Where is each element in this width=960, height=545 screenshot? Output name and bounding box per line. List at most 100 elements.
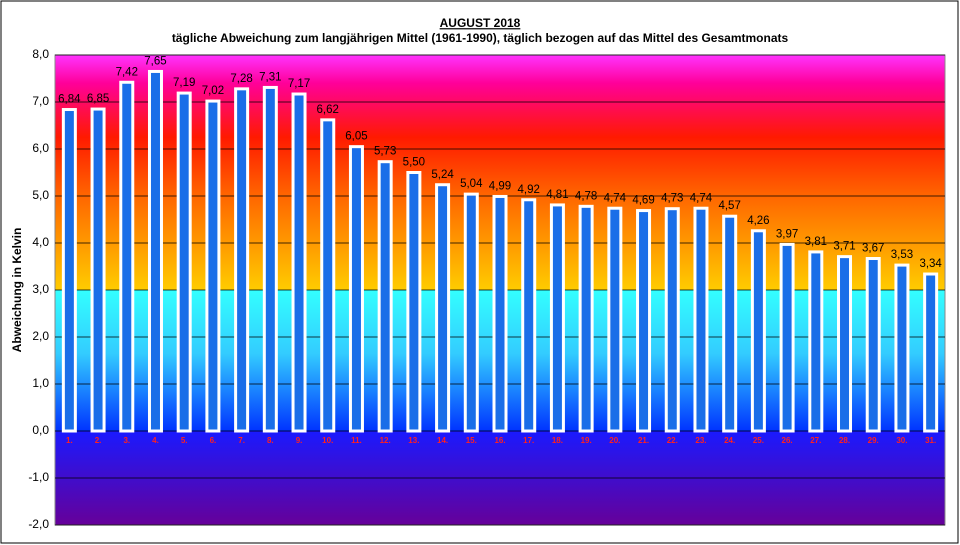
value-label: 3,34 [919,258,942,270]
value-label: 6,62 [317,104,339,116]
y-axis-label: Abweichung in Kelvin [10,228,24,353]
bar [377,160,393,433]
chart-subtitle: tägliche Abweichung zum langjährigen Mit… [172,31,789,45]
y-tick-label: 2,0 [32,329,49,343]
bar [693,206,709,433]
bar [578,204,594,433]
value-label: 3,81 [805,236,827,248]
value-label: 4,69 [632,195,654,207]
y-tick-label: 5,0 [32,188,49,202]
bar [492,194,508,433]
x-tick-label: 8. [267,436,274,445]
bar [147,69,163,433]
value-label: 3,71 [833,241,855,253]
x-tick-label: 24. [724,436,735,445]
x-tick-label: 27. [810,436,821,445]
value-label: 5,04 [460,178,483,190]
x-tick-label: 22. [667,436,678,445]
bar [348,145,364,433]
x-tick-label: 18. [552,436,563,445]
bar [636,209,652,433]
x-tick-label: 19. [581,436,592,445]
bar [722,214,738,433]
bar [549,203,565,433]
x-tick-label: 12. [380,436,391,445]
bar [923,272,939,433]
x-tick-label: 20. [609,436,620,445]
value-label: 6,84 [58,94,81,106]
value-label: 7,19 [173,77,195,89]
x-tick-label: 31. [925,436,936,445]
y-tick-label: 3,0 [32,282,49,296]
value-label: 5,73 [374,146,396,158]
x-tick-label: 2. [95,436,102,445]
bar [176,91,192,433]
x-tick-label: 1. [66,436,73,445]
value-label: 3,67 [862,243,884,255]
value-label: 7,42 [116,66,138,78]
value-label: 3,97 [776,228,798,240]
x-tick-label: 13. [408,436,419,445]
value-label: 4,78 [575,190,597,202]
value-label: 6,05 [345,131,367,143]
value-label: 4,74 [604,192,627,204]
x-tick-label: 23. [695,436,706,445]
value-label: 7,17 [288,78,310,90]
bar [837,255,853,433]
bar [61,108,77,433]
value-label: 4,92 [518,184,540,196]
y-tick-label: 0,0 [32,423,49,437]
x-tick-label: 9. [296,436,303,445]
x-tick-label: 11. [351,436,362,445]
bar [463,192,479,433]
bar [320,118,336,433]
chart-title: AUGUST 2018 [440,16,521,30]
x-tick-label: 21. [638,436,649,445]
bar [808,250,824,433]
y-tick-label: -1,0 [28,470,49,484]
x-tick-label: 26. [782,436,793,445]
x-tick-label: 5. [181,436,188,445]
value-label: 4,73 [661,193,683,205]
y-tick-label: 4,0 [32,235,49,249]
x-tick-label: 3. [123,436,130,445]
x-tick-label: 16. [494,436,505,445]
x-tick-label: 25. [753,436,764,445]
x-tick-label: 6. [210,436,217,445]
value-label: 4,99 [489,181,511,193]
bar [607,206,623,433]
bar [90,107,106,433]
value-label: 4,57 [718,200,740,212]
bar [291,92,307,433]
value-label: 7,28 [230,73,252,85]
bar [894,263,910,433]
y-tick-label: 6,0 [32,141,49,155]
x-tick-label: 15. [466,436,477,445]
value-label: 4,74 [690,192,713,204]
y-tick-label: -2,0 [28,517,49,531]
value-label: 5,50 [403,157,425,169]
bar [750,229,766,433]
x-tick-label: 7. [238,436,245,445]
bar [262,85,278,433]
bar [435,183,451,433]
value-label: 7,31 [259,71,281,83]
bar [521,198,537,433]
x-tick-label: 17. [523,436,534,445]
value-label: 4,26 [747,215,769,227]
value-label: 5,24 [431,169,454,181]
x-tick-label: 14. [437,436,448,445]
value-label: 7,02 [202,85,224,97]
value-label: 4,81 [546,189,568,201]
y-tick-label: 7,0 [32,94,49,108]
bar [406,171,422,433]
value-label: 7,65 [144,55,166,67]
bar [119,80,135,433]
x-tick-label: 28. [839,436,850,445]
bar [234,87,250,433]
x-tick-label: 4. [152,436,159,445]
bar [205,99,221,433]
value-label: 3,53 [891,249,913,261]
bar [779,242,795,433]
y-tick-label: 8,0 [32,47,49,61]
